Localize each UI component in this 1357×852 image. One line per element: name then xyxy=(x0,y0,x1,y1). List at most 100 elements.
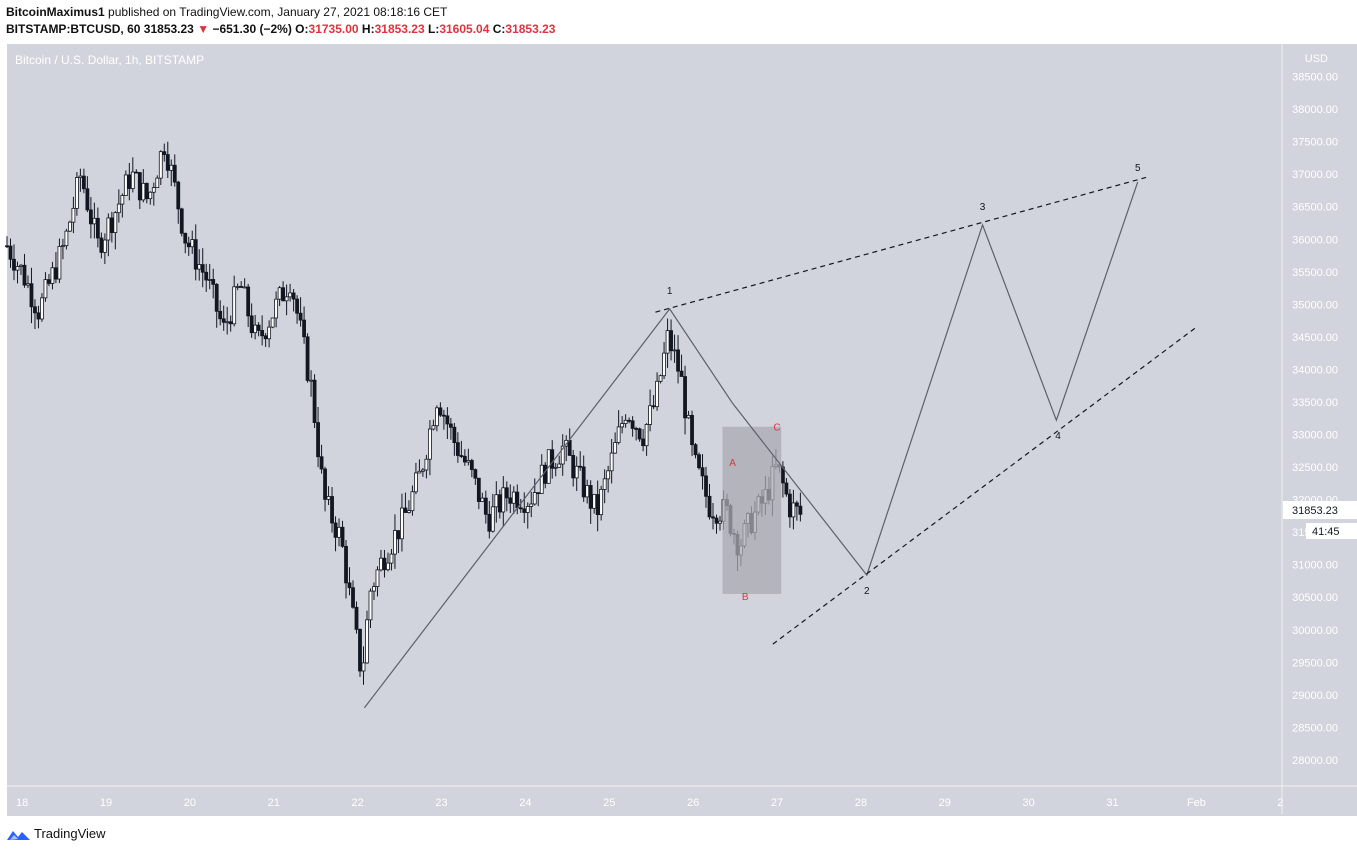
candle-body-67 xyxy=(239,286,244,288)
candle-body-88 xyxy=(312,379,317,423)
price-tick-4: 36500.00 xyxy=(1292,202,1338,214)
candle-body-63 xyxy=(225,321,230,324)
candle-body-75 xyxy=(267,326,272,340)
upper-channel[interactable] xyxy=(655,176,1147,313)
candle-body-7 xyxy=(29,283,34,308)
chart-area[interactable]: Bitcoin / U.S. Dollar, 1h, BITSTAMP USD … xyxy=(0,44,1357,818)
price-axis-ticks: 38500.00 38000.00 37500.00 37000.00 36500.00… xyxy=(1292,72,1338,767)
candle-body-189 xyxy=(665,330,670,354)
candle-body-82 xyxy=(291,292,296,300)
candle-body-165 xyxy=(581,466,586,498)
candle-body-196 xyxy=(690,414,694,446)
price-tick-11: 33000.00 xyxy=(1292,430,1338,442)
candle-body-96 xyxy=(340,526,345,547)
candle-body-72 xyxy=(256,324,261,331)
candle-body-81 xyxy=(288,292,293,298)
candle-body-46 xyxy=(165,154,170,171)
candle-body-77 xyxy=(274,298,279,319)
author-name[interactable]: BitcoinMaximus1 xyxy=(6,5,105,19)
candle-body-190 xyxy=(669,330,673,352)
candle-body-55 xyxy=(197,264,202,270)
candle-body-97 xyxy=(344,545,348,584)
candle-body-144 xyxy=(508,497,513,504)
candle-body-57 xyxy=(204,271,209,281)
candle-body-107 xyxy=(379,557,383,571)
candle-body-166 xyxy=(585,485,590,498)
abc-correction-box[interactable] xyxy=(722,426,782,594)
candle-body-136 xyxy=(480,497,485,502)
candle-body-86 xyxy=(305,336,310,381)
candle-body-85 xyxy=(302,319,306,338)
time-axis[interactable] xyxy=(7,786,1357,816)
chart-title: Bitcoin / U.S. Dollar, 1h, BITSTAMP xyxy=(15,53,204,67)
time-tick-2: 20 xyxy=(184,797,196,809)
price-tick-19: 29000.00 xyxy=(1292,690,1338,702)
wave-lines[interactable] xyxy=(363,176,1197,709)
candle-body-139 xyxy=(490,506,495,532)
candle-body-125 xyxy=(441,414,446,417)
impulse-path-2[interactable] xyxy=(732,181,1139,577)
candle-body-175 xyxy=(616,426,621,443)
candle-body-177 xyxy=(623,419,628,424)
candle-body-227 xyxy=(798,505,803,515)
candle-body-66 xyxy=(235,286,240,288)
candle-body-170 xyxy=(599,488,604,516)
candle-body-114 xyxy=(403,507,408,513)
close-value: 31853.23 xyxy=(505,22,556,36)
candle-body-171 xyxy=(602,478,607,490)
candle-body-59 xyxy=(211,279,216,285)
price-tick-20: 28500.00 xyxy=(1292,722,1338,734)
tradingview-logo-icon[interactable] xyxy=(6,827,32,843)
candle-body-116 xyxy=(410,491,415,512)
high-label: H: xyxy=(361,22,375,36)
wave-label-3: 3 xyxy=(980,202,986,213)
candle-body-156 xyxy=(550,449,555,469)
candle-body-203 xyxy=(714,517,719,524)
low-label: L: xyxy=(428,22,440,36)
candle-body-130 xyxy=(459,455,464,457)
candle-body-8 xyxy=(33,306,37,314)
candle-body-20 xyxy=(75,177,79,209)
candle-body-146 xyxy=(515,491,520,509)
candle-body-140 xyxy=(494,494,499,508)
candle-body-179 xyxy=(630,420,635,429)
candle-body-141 xyxy=(497,494,502,513)
price-tick-6: 35500.00 xyxy=(1292,267,1338,279)
candle-body-154 xyxy=(543,464,548,484)
candle-body-49 xyxy=(176,181,181,210)
candle-body-168 xyxy=(592,494,597,509)
candle-body-223 xyxy=(784,482,789,495)
candle-body-9 xyxy=(36,312,41,320)
candle-body-104 xyxy=(368,590,373,621)
time-axis-ticks: 18 19 20 21 22 23 24 25 26 27 28 29 30 31 Feb 2 xyxy=(16,797,1283,809)
candle-body-17 xyxy=(64,230,69,247)
candle-body-150 xyxy=(529,503,534,507)
time-tick-7: 25 xyxy=(603,797,615,809)
time-tick-6: 24 xyxy=(519,797,531,809)
lower-channel[interactable] xyxy=(772,326,1197,645)
candle-body-70 xyxy=(249,315,254,334)
price-tick-18: 29500.00 xyxy=(1292,657,1338,669)
candle-body-145 xyxy=(511,491,516,504)
price-tick-15: 31000.00 xyxy=(1292,560,1338,572)
candle-body-133 xyxy=(469,460,474,470)
candle-body-48 xyxy=(172,164,177,183)
candle-body-13 xyxy=(50,267,55,284)
price-tick-8: 34500.00 xyxy=(1292,332,1338,344)
candle-body-115 xyxy=(407,510,411,513)
candle-body-149 xyxy=(525,506,530,513)
price-tick-17: 30000.00 xyxy=(1292,625,1338,637)
candle-body-30 xyxy=(109,217,114,233)
candle-body-135 xyxy=(476,477,481,502)
impulse-path[interactable] xyxy=(363,307,734,709)
price-axis[interactable] xyxy=(1282,44,1357,786)
plot-background[interactable] xyxy=(7,44,1282,786)
candle-body-53 xyxy=(190,239,195,248)
low-value: 31605.04 xyxy=(439,22,490,36)
candle-body-138 xyxy=(487,513,492,532)
candle-body-202 xyxy=(711,516,715,519)
symbol-label[interactable]: BITSTAMP:BTCUSD, 60 xyxy=(6,22,141,36)
candle-body-39 xyxy=(141,182,146,201)
high-value: 31853.23 xyxy=(374,22,425,36)
tradingview-logo-text[interactable]: TradingView xyxy=(34,826,106,841)
